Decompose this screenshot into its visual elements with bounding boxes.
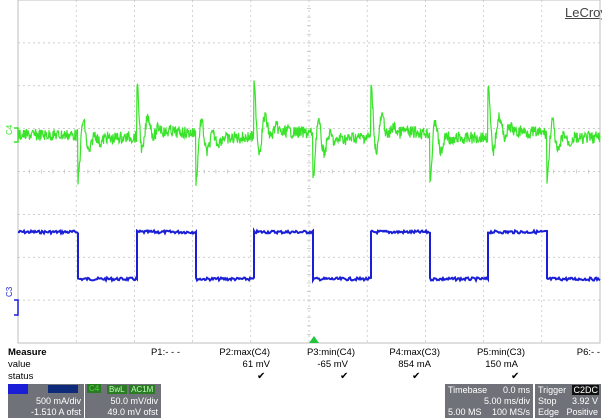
- timebase-descriptor[interactable]: Timebase 0.0 ms 5.00 ms/div 5.00 MS 100 …: [445, 384, 533, 418]
- c3-scale: 500 mA/div: [35, 396, 81, 406]
- c3-channel-descriptor[interactable]: C3 500 mA/div -1.510 A ofst: [8, 384, 84, 418]
- trigger-position-marker[interactable]: [309, 336, 319, 343]
- timebase-delay: 0.0 ms: [502, 385, 530, 395]
- c4-scale: 50.0 mV/div: [110, 396, 158, 406]
- c3-channel-marker: C3: [5, 286, 14, 297]
- trigger-descriptor[interactable]: Trigger C2DC Stop 3.92 V Edge Positive: [535, 384, 601, 418]
- param-name[interactable]: P1:- - -: [150, 347, 180, 358]
- c3-ground-marker: [14, 299, 19, 316]
- c4-offset: 49.0 mV ofst: [107, 407, 158, 417]
- c4-coupling-tag: AC1M: [129, 385, 156, 394]
- param-name[interactable]: P6:- -: [576, 347, 600, 358]
- timebase-per-div: 5.00 ms/div: [483, 396, 530, 406]
- c4-ground-marker: [14, 127, 19, 143]
- trigger-type: Edge: [538, 407, 560, 417]
- param-name[interactable]: P4:max(C3): [389, 347, 440, 358]
- timebase-label: Timebase: [448, 385, 488, 395]
- trigger-level: 3.92 V: [571, 396, 598, 406]
- c3-tag-box: [48, 385, 78, 393]
- param-name[interactable]: P5:min(C3): [476, 347, 525, 358]
- trigger-label: Trigger: [538, 385, 567, 395]
- param-name[interactable]: P2:max(C4): [219, 347, 270, 358]
- c3-waveform: [17, 227, 601, 284]
- trigger-channel: C2: [573, 385, 585, 395]
- param-value: -65 mV: [317, 359, 348, 370]
- measurement-table: Measure value status P1:- - - P2:max(C4)…: [0, 347, 602, 383]
- param-value: 150 mA: [485, 359, 518, 370]
- c4-label: C4: [87, 384, 102, 393]
- c4-channel-descriptor[interactable]: C4 BwL AC1M 50.0 mV/div 49.0 mV ofst: [85, 384, 161, 418]
- param-status-check-icon: ✔: [340, 371, 349, 382]
- trigger-mode: Stop: [538, 396, 557, 406]
- c4-channel-marker: C4: [5, 124, 14, 135]
- measure-value-label: value: [8, 359, 31, 370]
- timebase-samples: 5.00 MS: [448, 407, 482, 417]
- measure-status-label: status: [8, 371, 34, 382]
- trigger-coupling: DC: [585, 385, 598, 395]
- trigger-slope: Positive: [566, 407, 598, 417]
- param-status-check-icon: ✔: [511, 371, 520, 382]
- waveform-display: C4 C3: [5, 0, 601, 344]
- param-status-check-icon: ✔: [257, 371, 266, 382]
- measure-header: Measure: [8, 347, 47, 358]
- param-value: 854 mA: [398, 359, 431, 370]
- brand-logo: LeCroy: [565, 5, 602, 20]
- param-name[interactable]: P3:min(C4): [306, 347, 355, 358]
- param-value: 61 mV: [242, 359, 270, 370]
- c3-label: C3: [10, 384, 21, 393]
- c3-offset: -1.510 A ofst: [30, 407, 81, 417]
- param-status-check-icon: ✔: [412, 371, 421, 382]
- c3-color-swatch: [8, 384, 28, 394]
- timebase-rate: 100 MS/s: [491, 407, 530, 417]
- c4-bwl-tag: BwL: [107, 385, 127, 394]
- c4-waveform: [17, 80, 601, 186]
- graticule-grid: [17, 0, 601, 344]
